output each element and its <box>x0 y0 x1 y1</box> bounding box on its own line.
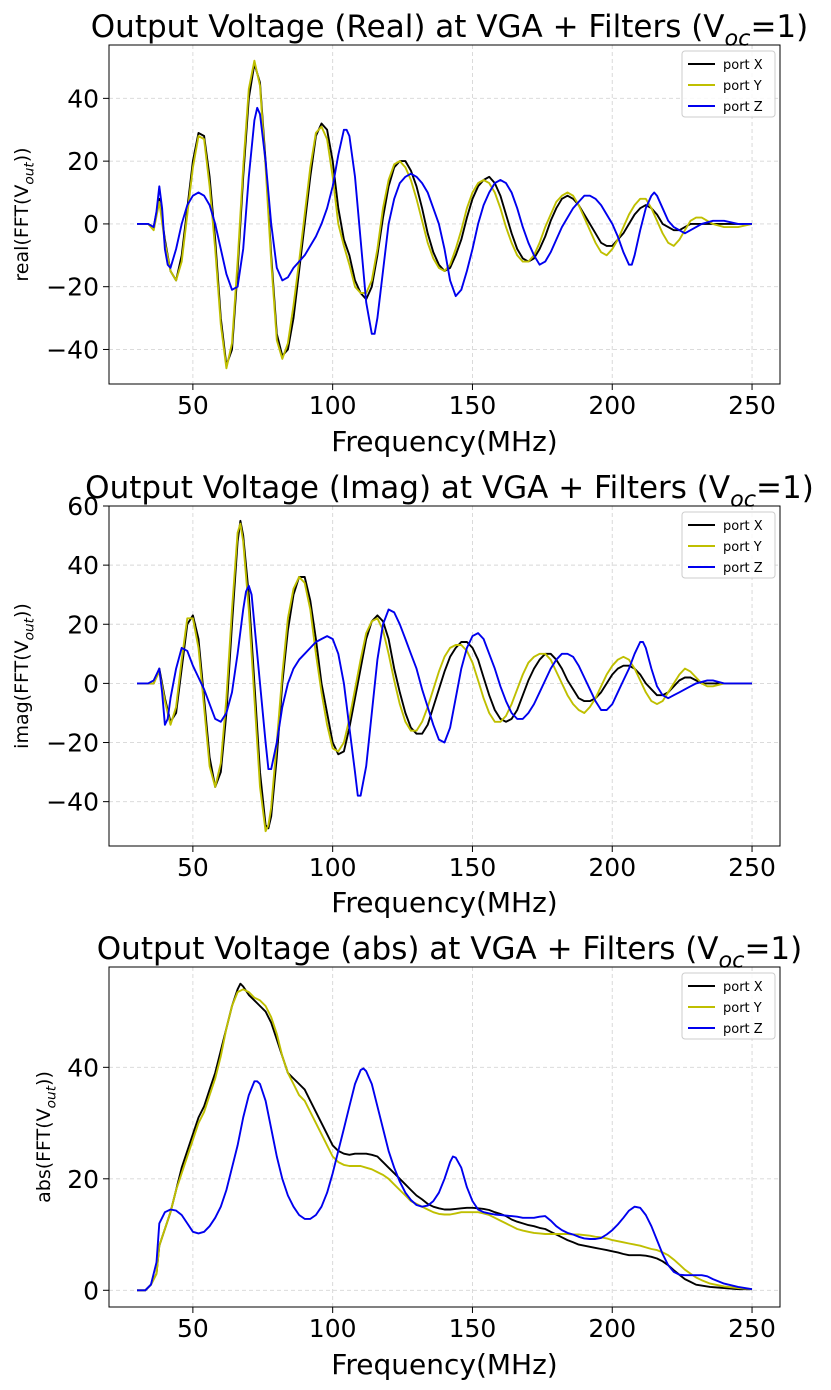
y-tick-label: 40 <box>67 1053 99 1082</box>
y-tick-label: 0 <box>83 669 99 698</box>
plot-frame <box>108 44 781 385</box>
y-tick-label: 40 <box>67 84 99 113</box>
y-axis-label: imag(FFT(Vout)) <box>11 603 37 749</box>
x-tick-label: 250 <box>728 1314 776 1343</box>
series-line-port-y <box>137 522 752 833</box>
legend-label: port Z <box>723 1022 763 1037</box>
chart-panel-3: 50 100 150 200 250 0 20 40 Output Voltage (abs) … <box>33 931 802 1381</box>
series-line-port-z <box>137 1067 753 1292</box>
chart-title: Output Voltage (Imag) at VGA + Filters (… <box>85 470 814 513</box>
x-axis-label: Frequency(MHz) <box>331 886 557 919</box>
legend-box <box>681 50 776 118</box>
legend: port X port Y port Z <box>681 50 776 118</box>
x-tick-label: 250 <box>728 853 776 882</box>
y-tick-label: 20 <box>67 610 99 639</box>
series-line-port-x <box>137 62 752 367</box>
legend-label: port Z <box>723 100 763 115</box>
y-tick-label: −20 <box>46 273 99 302</box>
series-line-port-z <box>137 584 752 797</box>
chart-title: Output Voltage (Real) at VGA + Filters (… <box>91 9 808 52</box>
y-tick-label: 20 <box>67 1165 99 1194</box>
y-tick-label: 40 <box>67 551 99 580</box>
legend-label: port X <box>723 519 763 534</box>
series-line-port-y <box>137 988 753 1292</box>
x-tick-label: 50 <box>177 391 209 420</box>
grid <box>109 45 780 384</box>
x-tick-label: 50 <box>177 853 209 882</box>
legend: port X port Y port Z <box>681 972 776 1040</box>
x-tick-label: 150 <box>449 853 497 882</box>
series-line-port-x <box>137 519 752 830</box>
legend-label: port Z <box>723 561 763 576</box>
x-tick-label: 150 <box>449 391 497 420</box>
grid <box>109 967 780 1307</box>
series-line-port-z <box>137 106 752 335</box>
x-tick-label: 200 <box>588 1314 636 1343</box>
x-tick-label: 100 <box>309 853 357 882</box>
y-tick-label: 20 <box>67 147 99 176</box>
y-tick-label: −20 <box>46 729 99 758</box>
x-axis-label: Frequency(MHz) <box>331 425 557 458</box>
y-axis-label: abs(FFT(Vout)) <box>33 1071 59 1203</box>
chart-title: Output Voltage (abs) at VGA + Filters (V… <box>97 931 802 974</box>
y-tick-label: −40 <box>46 335 99 364</box>
legend-label: port Y <box>723 540 762 555</box>
y-axis-label: real(FFT(Vout)) <box>11 147 37 281</box>
plot-frame <box>108 966 781 1308</box>
plot-frame <box>108 505 781 847</box>
chart-panel-1: 50 100 150 200 250 −40 −20 0 20 40 Output Voltage … <box>11 9 808 458</box>
x-tick-label: 200 <box>588 853 636 882</box>
legend-label: port Y <box>723 1001 762 1016</box>
x-tick-label: 100 <box>309 1314 357 1343</box>
y-tick-label: 60 <box>67 492 99 521</box>
x-tick-label: 250 <box>728 391 776 420</box>
legend-label: port X <box>723 58 763 73</box>
x-tick-label: 50 <box>177 1314 209 1343</box>
legend: port X port Y port Z <box>681 511 776 579</box>
y-tick-label: −40 <box>46 788 99 817</box>
x-tick-label: 150 <box>449 1314 497 1343</box>
legend-box <box>681 511 776 579</box>
x-axis-label: Frequency(MHz) <box>331 1348 557 1381</box>
x-tick-label: 100 <box>309 391 357 420</box>
legend-box <box>681 972 776 1040</box>
legend-label: port X <box>723 980 763 995</box>
series-line-port-x <box>137 982 752 1292</box>
x-tick-label: 200 <box>588 391 636 420</box>
y-tick-label: 0 <box>83 210 99 239</box>
y-tick-label: 0 <box>83 1276 99 1305</box>
series-line-port-y <box>137 59 753 370</box>
legend-label: port Y <box>723 79 762 94</box>
